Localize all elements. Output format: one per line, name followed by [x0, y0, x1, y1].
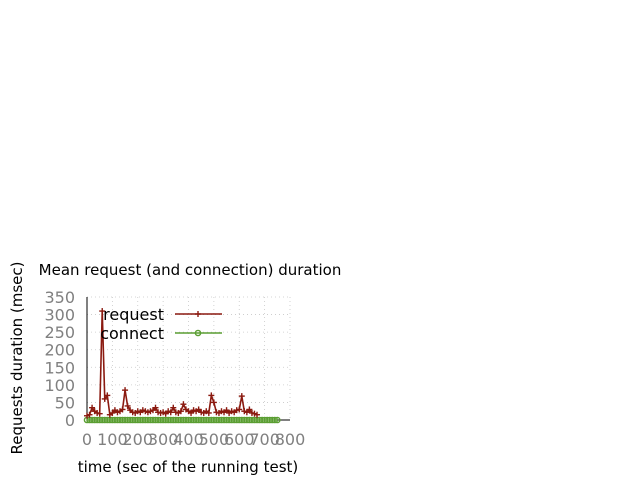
y-tick-label: 150	[44, 358, 75, 377]
data-point-request	[99, 308, 106, 315]
data-point-request	[152, 404, 159, 411]
data-point-request	[96, 410, 103, 417]
x-tick-label: 800	[275, 430, 306, 449]
data-point-request	[86, 411, 93, 418]
data-point-request	[246, 406, 253, 413]
data-point-request	[170, 404, 177, 411]
data-point-request	[122, 387, 129, 394]
x-tick-label: 0	[82, 430, 92, 449]
data-point-request	[177, 408, 184, 415]
x-tick-label: 200	[122, 430, 153, 449]
data-point-request	[205, 409, 212, 416]
x-tick-label: 500	[199, 430, 230, 449]
x-tick-label: 300	[148, 430, 179, 449]
x-tick-label: 700	[249, 430, 280, 449]
y-tick-label: 350	[44, 288, 75, 307]
y-tick-label: 300	[44, 306, 75, 325]
y-tick-label: 200	[44, 341, 75, 360]
chart-title: Mean request (and connection) duration	[39, 261, 342, 279]
y-axis-title: Requests duration (msec)	[8, 261, 26, 454]
y-tick-label: 100	[44, 376, 75, 395]
data-point-connect	[271, 416, 279, 424]
data-point-request	[236, 406, 243, 413]
series-layer	[83, 308, 281, 424]
data-point-request	[124, 402, 131, 409]
data-point-request	[89, 404, 96, 411]
y-tick-label: 50	[55, 393, 75, 412]
legend-marker-connect	[194, 329, 202, 337]
x-tick-label: 100	[97, 430, 128, 449]
x-axis-title: time (sec of the running test)	[78, 458, 299, 476]
data-point-connect	[274, 416, 281, 424]
x-tick-label: 600	[224, 430, 255, 449]
data-point-request	[238, 393, 245, 400]
data-point-request	[104, 392, 111, 399]
legend-marker-request	[195, 311, 201, 317]
legend-label-connect: connect	[100, 324, 164, 343]
x-tick-label: 400	[173, 430, 204, 449]
data-point-request	[101, 395, 108, 402]
data-point-request	[208, 392, 215, 399]
data-point-request	[180, 401, 187, 408]
y-tick-label: 0	[65, 411, 75, 430]
legend-label-request: request	[103, 305, 164, 324]
data-point-request	[254, 411, 261, 418]
data-point-request	[119, 406, 126, 413]
y-tick-label: 250	[44, 323, 75, 342]
data-point-request	[210, 399, 217, 406]
data-point-request	[167, 409, 174, 416]
